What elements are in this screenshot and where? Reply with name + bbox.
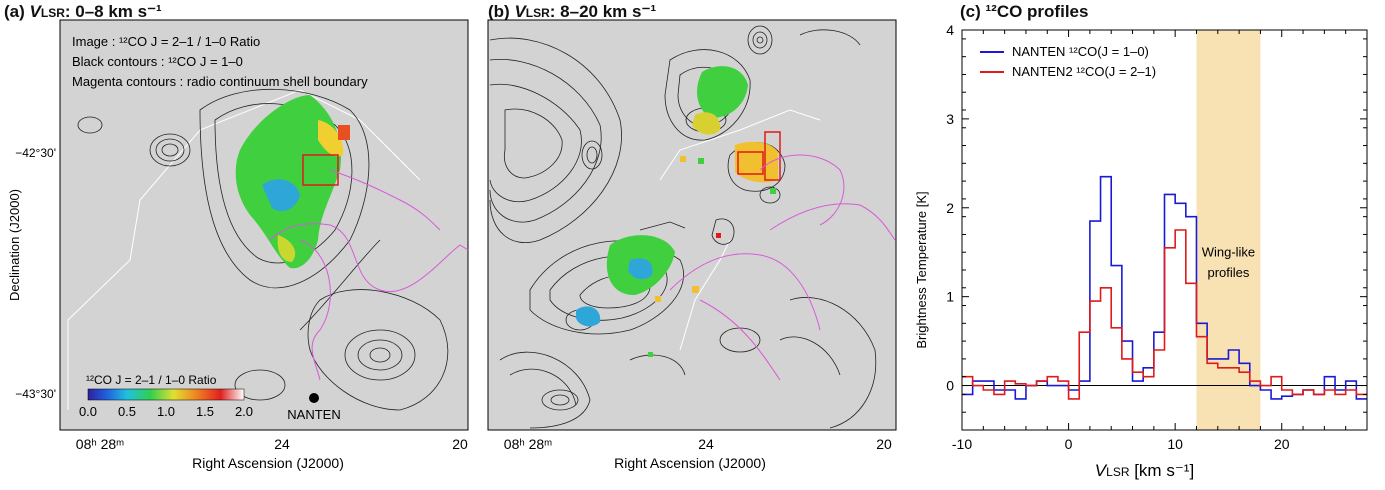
panel-a-xtick: 08ʰ 28ᵐ — [76, 436, 124, 452]
panel-b-ratio-image — [576, 66, 781, 357]
panel-a-nanten-label: NANTEN — [287, 407, 340, 422]
panel-a-colorbar-tick: 1.0 — [157, 404, 175, 419]
chart-ylabel: Brightness Temperature [K] — [914, 191, 929, 348]
panel-a-label: (a) — [4, 2, 25, 21]
panel-a-colorbar-bar — [87, 388, 245, 401]
panel-b-survey-boundary — [659, 109, 821, 351]
panel-a-map: 0.0 0.5 1.0 1.5 2.0 ¹²CO J = 2–1 / 1–0 R… — [7, 19, 469, 471]
panel-b-xtick: 20 — [876, 436, 892, 452]
chart-frame — [961, 29, 1368, 431]
y-tick-label: 0 — [946, 378, 954, 394]
panel-a-colorbar-tick: 1.5 — [196, 404, 214, 419]
panel-b-xtick: 24 — [698, 436, 714, 452]
chart-xlabel: VLSR [km s⁻¹] — [1095, 461, 1194, 480]
panel-a-vel-range: : 0–8 km s⁻¹ — [64, 2, 162, 21]
panel-a-ytick: −43°30' — [15, 387, 56, 401]
panel-a-colorbar-title: ¹²CO J = 2–1 / 1–0 Ratio — [86, 373, 217, 387]
chart-title: (c) ¹²CO profiles — [960, 2, 1089, 21]
panel-b-frame — [487, 19, 897, 431]
band-label: Wing-like — [1202, 245, 1255, 260]
x-tick-label: 20 — [1274, 436, 1290, 452]
panel-b-vel-symbol: V — [514, 2, 526, 21]
profile-chart: -10 0 10 20 0 1 2 3 4 Wing-like profiles NANTEN … — [914, 22, 1368, 480]
panel-a-xtick: 24 — [274, 436, 290, 452]
panel-a-ylabel: Declination (J2000) — [7, 189, 22, 301]
panel-b-vel-range: : 8–20 km s⁻¹ — [549, 2, 657, 21]
panel-a-legend-line-3: Magenta contours : radio continuum shell… — [72, 74, 368, 89]
panel-a-colorbar-tick: 0.5 — [118, 404, 136, 419]
panel-a-shell-boundary — [269, 169, 469, 381]
panel-a-legend-line-2: Black contours : ¹²CO J = 1–0 — [72, 54, 243, 69]
panel-a-xlabel: Right Ascension (J2000) — [192, 455, 344, 471]
chart-legend: NANTEN ¹²CO(J = 1–0) NANTEN2 ¹²CO(J = 2–1… — [980, 44, 1156, 79]
panel-b-xtick: 08ʰ 28ᵐ — [504, 436, 552, 452]
panel-a-colorbar-tick: 2.0 — [235, 404, 253, 419]
panel-b-vel-sub: LSR — [525, 6, 550, 20]
x-tick-label: 10 — [1167, 436, 1183, 452]
band-label: profiles — [1207, 265, 1249, 280]
panel-a-colorbar: 0.0 0.5 1.0 1.5 2.0 — [79, 388, 253, 419]
legend-label: NANTEN2 ¹²CO(J = 2–1) — [1012, 64, 1156, 79]
panel-a-ytick: −42°30' — [15, 146, 56, 160]
y-tick-label: 3 — [946, 111, 954, 127]
panel-b-label: (b) — [488, 2, 510, 21]
panel-a-ratio-image — [235, 95, 350, 269]
chart-xlabel-symbol: V — [1095, 461, 1108, 480]
y-tick-label: 2 — [946, 200, 954, 216]
panel-a-nanten-marker — [309, 393, 319, 403]
panel-b-title: (b) VLSR: 8–20 km s⁻¹ — [488, 2, 656, 22]
y-tick-label: 1 — [946, 289, 954, 305]
panel-b-shell-boundary — [669, 154, 896, 381]
series-line — [962, 229, 1367, 400]
panel-a-co10-contours — [77, 88, 449, 411]
panel-a-xtick: 20 — [452, 436, 468, 452]
x-tick-label: -10 — [952, 436, 972, 452]
chart-xlabel-sub: LSR — [1106, 465, 1130, 479]
chart-xlabel-unit: [km s⁻¹] — [1129, 461, 1194, 480]
panel-a-title: (a) VLSR: 0–8 km s⁻¹ — [4, 2, 162, 22]
panel-b-map: 08ʰ 28ᵐ 24 20 Right Ascension (J2000) — [487, 19, 897, 471]
panel-b-xlabel: Right Ascension (J2000) — [614, 455, 766, 471]
wing-band — [1196, 30, 1261, 430]
panel-a-vel-symbol: V — [29, 2, 41, 21]
legend-label: NANTEN ¹²CO(J = 1–0) — [1012, 44, 1149, 59]
y-tick-label: 4 — [946, 22, 954, 38]
panel-a-legend-line-1: Image : ¹²CO J = 2–1 / 1–0 Ratio — [72, 34, 260, 49]
panel-a-survey-boundary — [67, 89, 421, 410]
x-tick-label: 0 — [1065, 436, 1073, 452]
panel-a-colorbar-tick: 0.0 — [79, 404, 97, 419]
panel-a-vel-sub: LSR — [40, 6, 65, 20]
